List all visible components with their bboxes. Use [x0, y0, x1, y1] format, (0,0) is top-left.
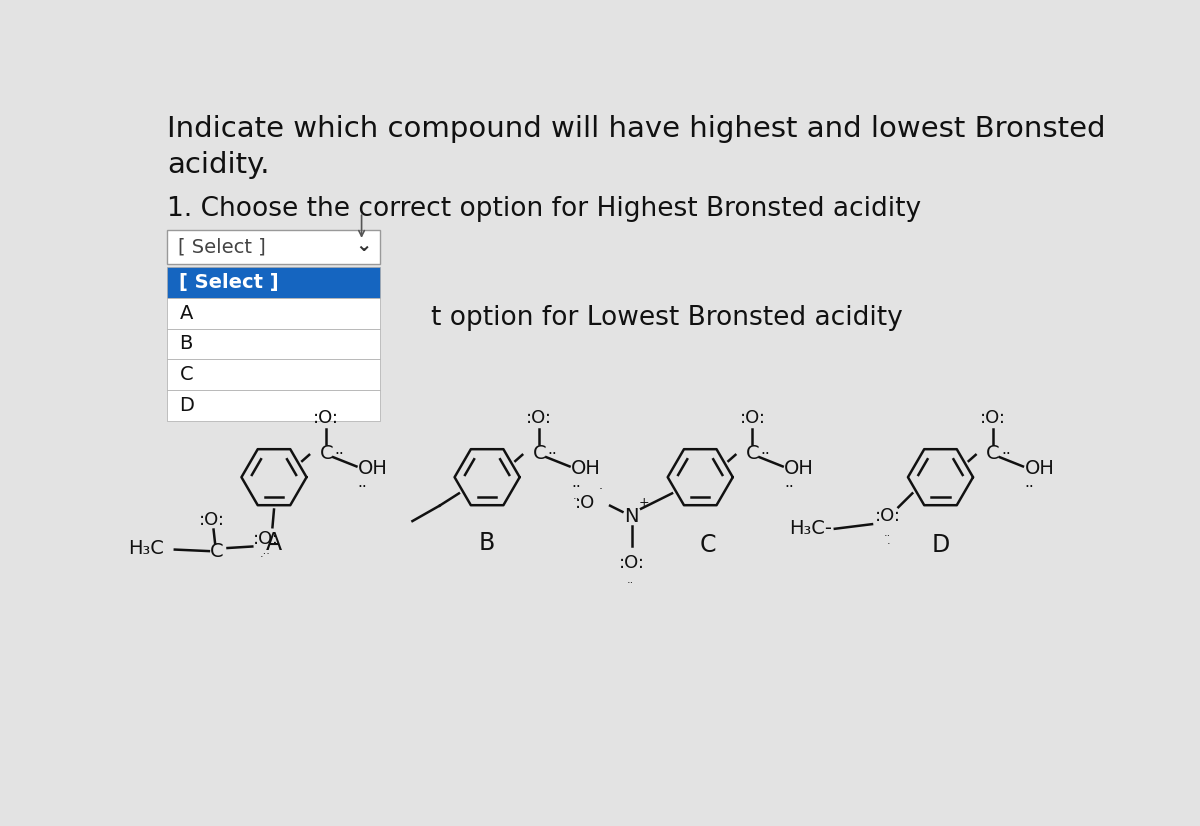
Text: .: .	[599, 479, 602, 492]
Text: :O:: :O:	[527, 409, 552, 427]
Text: .··: .··	[259, 549, 270, 559]
Text: C: C	[700, 533, 716, 557]
Text: 1. Choose the correct option for Highest Bronsted acidity: 1. Choose the correct option for Highest…	[167, 196, 922, 222]
Text: D: D	[180, 396, 194, 415]
Text: C: C	[533, 444, 546, 463]
Text: ..: ..	[547, 442, 557, 457]
Text: :O: :O	[575, 494, 595, 511]
Text: C: C	[180, 365, 193, 384]
Text: OH: OH	[1025, 459, 1055, 478]
Text: t option for Lowest Bronsted acidity: t option for Lowest Bronsted acidity	[431, 306, 902, 331]
Text: ..: ..	[761, 442, 770, 457]
Text: ..: ..	[626, 575, 634, 585]
Bar	[167, 329, 380, 359]
Text: [ Select ]: [ Select ]	[180, 273, 280, 292]
Bar	[167, 390, 380, 421]
Text: :O:: :O:	[253, 529, 280, 548]
Bar	[167, 359, 380, 390]
Text: :O:: :O:	[739, 409, 766, 427]
Text: Indicate which compound will have highest and lowest Bronsted
acidity.: Indicate which compound will have highes…	[167, 116, 1105, 179]
Text: ..: ..	[358, 475, 367, 490]
Text: N: N	[624, 507, 640, 526]
Text: C: C	[745, 444, 760, 463]
Text: :O:: :O:	[619, 553, 644, 572]
Text: OH: OH	[785, 459, 814, 478]
Bar	[167, 230, 380, 263]
Text: OH: OH	[358, 459, 388, 478]
Text: B: B	[479, 530, 496, 554]
Text: H₃C: H₃C	[128, 539, 164, 558]
Text: OH: OH	[571, 459, 601, 478]
Text: ..: ..	[884, 529, 892, 539]
Bar	[167, 298, 380, 329]
Bar	[167, 267, 380, 298]
Text: A: A	[180, 304, 193, 323]
Text: D: D	[931, 533, 949, 557]
Text: ⌄: ⌄	[355, 236, 371, 255]
Text: H₃C-: H₃C-	[788, 520, 832, 539]
Text: C: C	[319, 444, 334, 463]
Text: ..: ..	[784, 475, 793, 490]
Text: A: A	[266, 530, 282, 554]
Text: :O:: :O:	[875, 507, 900, 525]
Text: [ Select ]: [ Select ]	[178, 237, 265, 256]
Text: ..: ..	[572, 491, 580, 501]
Text: ..: ..	[1025, 475, 1034, 490]
Text: :O:: :O:	[199, 511, 226, 529]
Text: ..: ..	[571, 475, 581, 490]
Text: C: C	[210, 542, 223, 561]
Text: ..: ..	[335, 442, 344, 457]
Text: .: .	[887, 536, 890, 546]
Text: :O:: :O:	[979, 409, 1006, 427]
Text: ..: ..	[1001, 442, 1010, 457]
Text: C: C	[986, 444, 1000, 463]
Text: +: +	[638, 496, 649, 509]
Text: B: B	[180, 335, 193, 354]
Text: :O:: :O:	[313, 409, 340, 427]
